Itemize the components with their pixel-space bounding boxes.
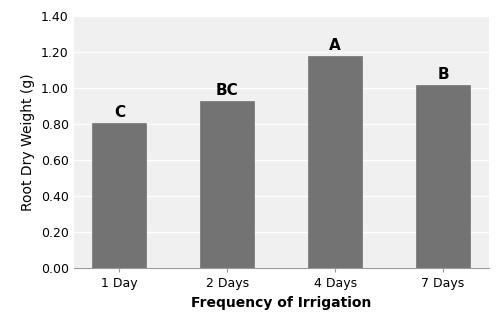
X-axis label: Frequency of Irrigation: Frequency of Irrigation xyxy=(191,296,372,310)
Bar xyxy=(200,101,254,268)
Bar xyxy=(416,85,470,268)
Text: C: C xyxy=(114,105,125,120)
Bar xyxy=(308,56,362,268)
Y-axis label: Root Dry Weight (g): Root Dry Weight (g) xyxy=(21,74,35,211)
Bar xyxy=(92,123,146,268)
Text: A: A xyxy=(330,38,341,53)
Text: B: B xyxy=(437,67,449,82)
Text: BC: BC xyxy=(216,82,238,98)
